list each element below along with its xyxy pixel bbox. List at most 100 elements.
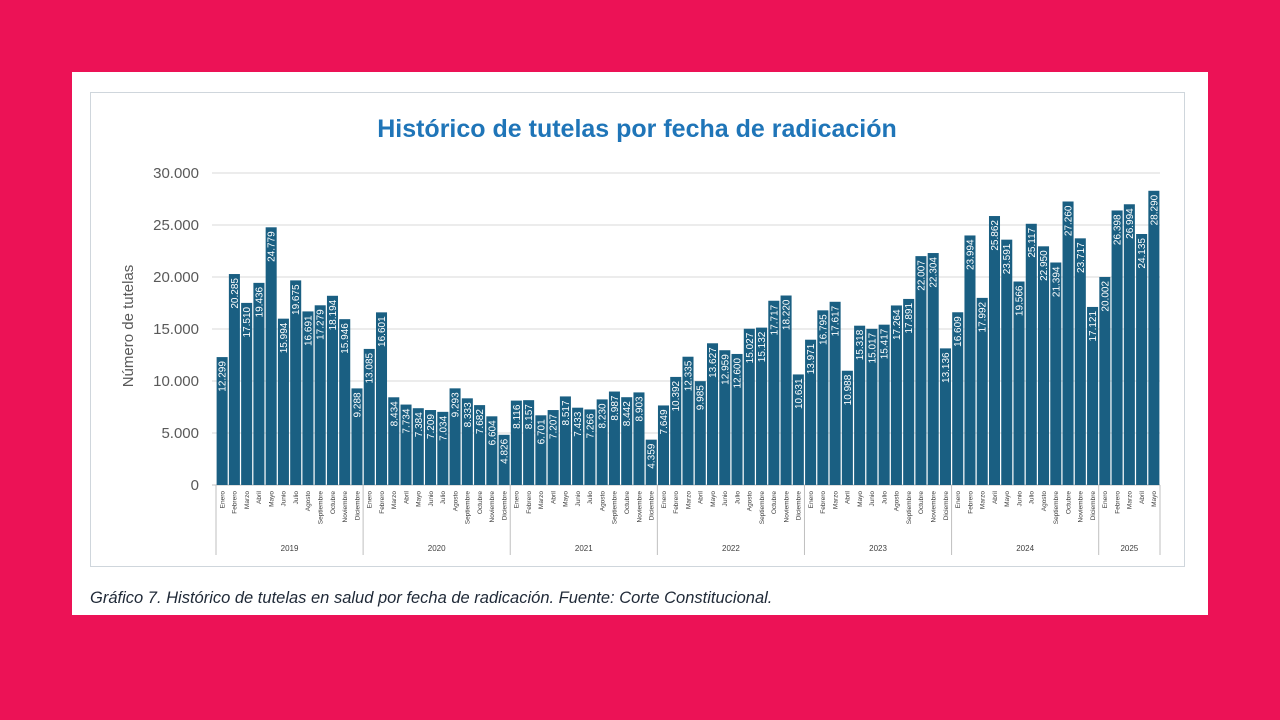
- bar: [694, 381, 706, 485]
- figure-card: Histórico de tutelas por fecha de radica…: [72, 72, 1208, 615]
- bar-value-label: 22.304: [929, 257, 940, 288]
- month-tick-label: Junio: [281, 491, 288, 507]
- bar: [302, 311, 314, 485]
- bar: [805, 339, 817, 485]
- month-tick-label: Diciembre: [649, 491, 656, 521]
- bar: [768, 300, 780, 485]
- month-tick-label: Mayo: [416, 491, 423, 507]
- month-tick-label: Enero: [955, 491, 962, 509]
- month-tick-label: Julio: [293, 491, 300, 505]
- bar: [817, 310, 829, 485]
- month-tick-label: Diciembre: [796, 491, 803, 521]
- bar: [645, 439, 657, 485]
- month-tick-label: Febrero: [232, 491, 239, 514]
- month-tick-label: Junio: [1016, 491, 1023, 507]
- month-tick-label: Junio: [869, 491, 876, 507]
- bar-value-label: 23.591: [1002, 243, 1013, 274]
- bar-value-label: 10.988: [843, 374, 854, 405]
- year-label: 2019: [281, 544, 299, 553]
- bar: [1087, 306, 1099, 485]
- bar: [682, 356, 694, 485]
- bar-value-label: 17.891: [904, 303, 915, 334]
- bar: [339, 319, 351, 485]
- bar-value-label: 13.627: [708, 347, 719, 378]
- bar-value-label: 12.299: [218, 361, 229, 392]
- month-tick-label: Abril: [256, 490, 263, 504]
- bar: [314, 305, 326, 485]
- year-label: 2020: [428, 544, 446, 553]
- month-tick-label: Octubre: [477, 491, 484, 515]
- bar: [437, 411, 449, 485]
- bar: [449, 388, 461, 485]
- bar: [657, 405, 669, 485]
- bar-value-label: 8.903: [634, 396, 645, 421]
- bar: [621, 397, 633, 485]
- bar-value-label: 20.285: [230, 278, 241, 309]
- bar-value-label: 15.132: [757, 331, 768, 362]
- y-tick-label: 15.000: [153, 321, 199, 338]
- bar: [572, 407, 584, 485]
- bar-value-label: 8.116: [512, 404, 523, 429]
- bar: [498, 434, 510, 485]
- bar-value-label: 23.994: [965, 239, 976, 270]
- bar-value-label: 8.987: [610, 395, 621, 420]
- month-tick-label: Julio: [1029, 491, 1036, 505]
- year-label: 2025: [1120, 544, 1138, 553]
- bar-value-label: 9.985: [696, 385, 707, 410]
- y-tick-label: 5.000: [161, 425, 199, 442]
- bar-value-label: 17.717: [769, 304, 780, 335]
- bar-value-label: 4.359: [647, 443, 658, 468]
- bar-value-label: 17.279: [316, 309, 327, 340]
- month-tick-label: Agosto: [599, 491, 606, 512]
- bar: [584, 409, 596, 485]
- bar-value-label: 7.433: [573, 411, 584, 436]
- month-tick-label: Julio: [734, 491, 741, 505]
- bar-value-label: 10.392: [671, 380, 682, 411]
- bar-value-label: 8.157: [524, 404, 535, 429]
- bar-value-label: 16.691: [303, 315, 314, 346]
- year-label: 2022: [722, 544, 740, 553]
- bar: [670, 376, 682, 485]
- bar: [1074, 238, 1086, 485]
- bar: [1013, 281, 1025, 485]
- bar: [927, 253, 939, 485]
- bar: [535, 415, 547, 485]
- bar-value-label: 17.264: [892, 309, 903, 340]
- bar-value-label: 15.027: [745, 332, 756, 363]
- bar: [866, 328, 878, 485]
- bar-value-label: 10.631: [794, 378, 805, 409]
- bar-value-label: 7.384: [414, 412, 425, 437]
- bar: [964, 235, 976, 485]
- bar: [608, 391, 620, 485]
- bar-value-label: 28.290: [1149, 194, 1160, 225]
- month-tick-label: Noviembre: [930, 491, 937, 523]
- bar: [890, 305, 902, 485]
- bar-value-label: 7.266: [585, 413, 596, 438]
- month-tick-label: Diciembre: [1090, 491, 1097, 521]
- bar: [400, 404, 412, 485]
- y-tick-label: 0: [191, 477, 199, 494]
- bar: [841, 370, 853, 485]
- month-tick-label: Diciembre: [501, 491, 508, 521]
- month-tick-label: Mayo: [857, 491, 864, 507]
- bar-value-label: 8.333: [463, 402, 474, 427]
- month-tick-label: Mayo: [710, 491, 717, 507]
- month-tick-label: Marzo: [538, 491, 545, 509]
- bar-value-label: 9.293: [451, 392, 462, 417]
- month-tick-label: Octubre: [771, 491, 778, 515]
- month-tick-label: Septiembre: [465, 491, 472, 525]
- month-tick-label: Febrero: [526, 491, 533, 514]
- month-tick-label: Septiembre: [906, 491, 913, 525]
- bar-value-label: 24.779: [267, 231, 278, 262]
- y-tick-label: 10.000: [153, 373, 199, 390]
- bar-value-label: 7.034: [438, 415, 449, 440]
- bar: [474, 405, 486, 485]
- bar-value-label: 16.795: [818, 314, 829, 345]
- month-tick-label: Enero: [219, 491, 226, 509]
- bar-value-label: 22.007: [916, 260, 927, 291]
- bar-value-label: 17.510: [242, 306, 253, 337]
- bars: [216, 190, 1160, 485]
- y-axis-label: Número de tutelas: [120, 265, 137, 388]
- bar-value-label: 6.604: [487, 420, 498, 445]
- month-tick-label: Abril: [403, 490, 410, 504]
